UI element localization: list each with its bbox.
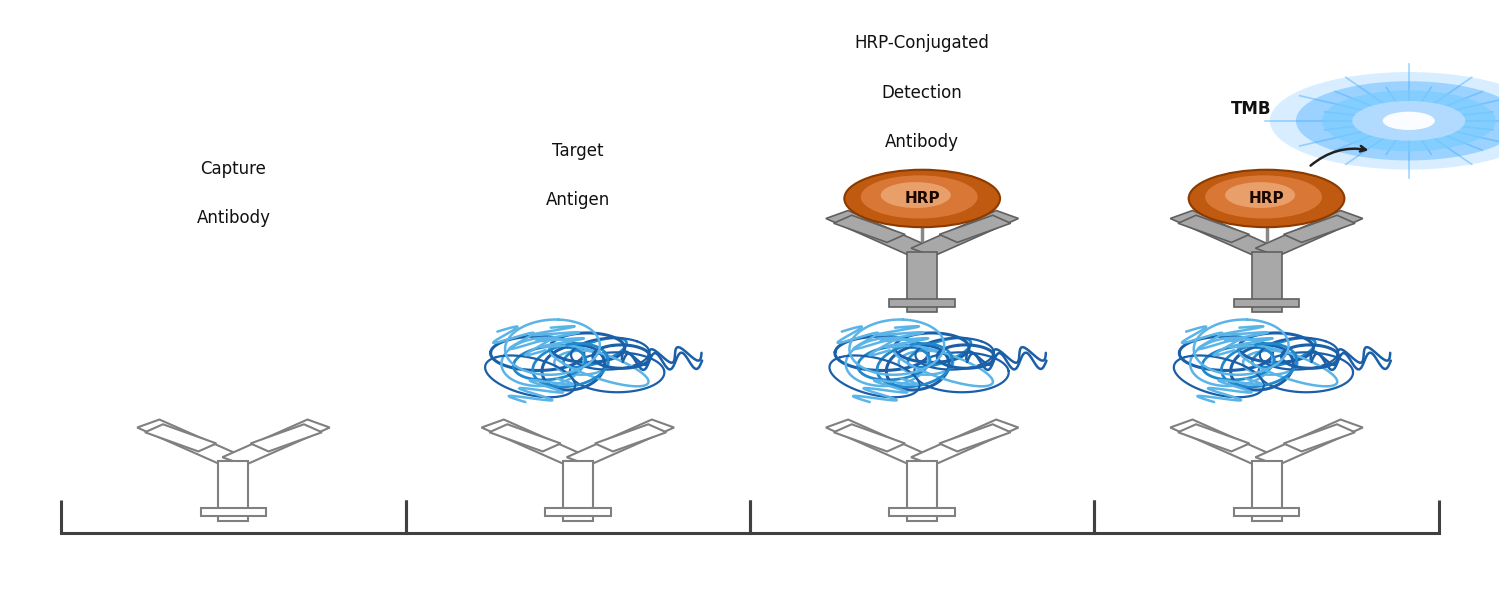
Polygon shape (908, 252, 938, 312)
Polygon shape (1170, 419, 1278, 465)
Polygon shape (1256, 211, 1364, 256)
Ellipse shape (1383, 112, 1435, 130)
Polygon shape (834, 215, 904, 242)
Ellipse shape (1353, 101, 1466, 140)
Ellipse shape (880, 182, 951, 208)
Polygon shape (136, 419, 244, 465)
Polygon shape (1256, 419, 1364, 465)
Polygon shape (1170, 211, 1278, 256)
Polygon shape (596, 424, 666, 451)
Polygon shape (910, 211, 1019, 256)
Polygon shape (1251, 252, 1281, 312)
Text: Target: Target (552, 142, 603, 160)
Polygon shape (890, 508, 956, 516)
Text: TMB: TMB (1232, 100, 1272, 118)
Polygon shape (201, 508, 267, 516)
Ellipse shape (1270, 72, 1500, 170)
Text: Capture: Capture (201, 160, 267, 178)
Polygon shape (890, 299, 956, 307)
Ellipse shape (861, 175, 978, 218)
Ellipse shape (1188, 170, 1344, 227)
Polygon shape (1284, 424, 1354, 451)
Text: Antigen: Antigen (546, 191, 610, 209)
Polygon shape (251, 424, 322, 451)
Polygon shape (939, 215, 1011, 242)
Ellipse shape (1322, 91, 1496, 151)
Ellipse shape (844, 170, 1000, 227)
Polygon shape (146, 424, 216, 451)
Text: Detection: Detection (882, 84, 963, 102)
Text: Antibody: Antibody (885, 133, 959, 151)
Polygon shape (1178, 424, 1250, 451)
Polygon shape (908, 461, 938, 521)
Polygon shape (1284, 215, 1354, 242)
Polygon shape (482, 419, 590, 465)
Polygon shape (1251, 461, 1281, 521)
Polygon shape (219, 461, 249, 521)
Polygon shape (1233, 299, 1299, 307)
Ellipse shape (1296, 81, 1500, 160)
Ellipse shape (1204, 175, 1322, 218)
Text: HRP: HRP (1248, 191, 1284, 206)
Polygon shape (222, 419, 330, 465)
Polygon shape (939, 424, 1011, 451)
Polygon shape (834, 424, 904, 451)
Text: HRP-Conjugated: HRP-Conjugated (855, 34, 990, 52)
Polygon shape (827, 211, 933, 256)
Polygon shape (544, 508, 610, 516)
Polygon shape (1233, 508, 1299, 516)
Ellipse shape (1226, 182, 1294, 208)
Polygon shape (567, 419, 674, 465)
Polygon shape (910, 419, 1019, 465)
Polygon shape (562, 461, 592, 521)
Text: Antibody: Antibody (196, 209, 270, 227)
Text: HRP: HRP (904, 191, 940, 206)
Polygon shape (1178, 215, 1250, 242)
Polygon shape (827, 419, 933, 465)
Polygon shape (489, 424, 561, 451)
